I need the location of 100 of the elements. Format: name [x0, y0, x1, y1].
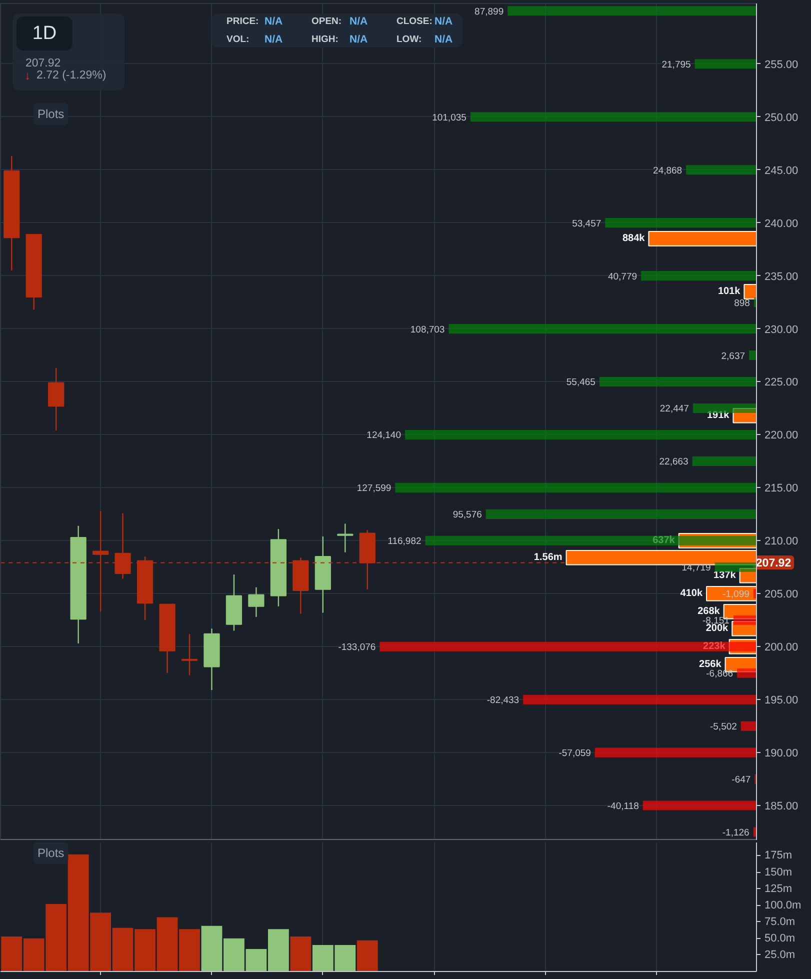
annotation: LOW:: [396, 34, 422, 45]
y-tick-label: 250.00: [764, 112, 798, 124]
y-tick-label: 235.00: [764, 270, 798, 283]
y-tick-label: 100.0m: [764, 899, 802, 912]
annotation: PRICE:: [226, 16, 259, 27]
bar: [749, 350, 756, 360]
data-label: 256k: [699, 659, 722, 670]
bar: [706, 586, 756, 602]
data-label: 21,795: [662, 59, 691, 70]
y-tick-label: 255.00: [764, 58, 798, 71]
data-label: 116,982: [388, 536, 422, 548]
annotation: Plots: [38, 846, 64, 860]
y-tick-label: 25.0m: [764, 948, 796, 961]
annotation: N/A: [434, 34, 453, 46]
annotation: N/A: [350, 34, 368, 46]
annotation: N/A: [434, 16, 453, 28]
bar: [599, 376, 756, 387]
candlestick: [248, 586, 264, 618]
annotation: OPEN:: [312, 16, 342, 27]
annotation: Plots: [38, 107, 64, 121]
bar: [605, 218, 756, 228]
data-label: 898: [734, 298, 750, 309]
ref-line-label: 207.92: [756, 558, 792, 570]
bar: [290, 936, 312, 972]
candlestick: [181, 633, 198, 676]
y-tick-label: 225.00: [764, 376, 798, 389]
data-label: 268k: [698, 606, 720, 618]
y-tick-label: 200.00: [764, 642, 798, 654]
data-label: -1,126: [722, 828, 750, 839]
bar: [486, 509, 756, 519]
bar: [448, 324, 756, 334]
annotation: CLOSE:: [396, 16, 432, 27]
y-tick-label: 125m: [764, 882, 792, 895]
annotation: 1D: [32, 23, 57, 44]
annotation: 2.72 (-1.29%): [36, 70, 106, 82]
y-tick-label: 175m: [764, 850, 792, 862]
data-label: -647: [732, 774, 751, 786]
data-label: 884k: [622, 233, 646, 244]
data-label: 191k: [706, 410, 730, 422]
data-label: 108,703: [410, 324, 445, 336]
annotation: 207.92: [26, 58, 61, 70]
data-label: -6,866: [706, 668, 734, 680]
annotation: HIGH:: [312, 34, 338, 45]
data-label: 137k: [714, 570, 736, 582]
bar: [508, 6, 756, 16]
data-label: 95,576: [452, 510, 482, 521]
data-label: 53,457: [572, 218, 602, 230]
y-tick-label: 75.0m: [764, 916, 796, 928]
data-label: 637k: [652, 535, 676, 546]
bar: [641, 271, 756, 281]
bar: [356, 940, 378, 972]
candlestick: [337, 523, 354, 553]
data-label: -133,076: [338, 642, 376, 654]
bar: [405, 430, 756, 440]
data-label: 124,140: [366, 430, 402, 442]
annotation: N/A: [264, 16, 283, 28]
y-tick-label: 240.00: [764, 218, 798, 230]
data-label: 2,637: [721, 350, 746, 362]
data-label: 87,899: [474, 6, 504, 18]
data-label: 200k: [706, 623, 729, 634]
bar: [694, 59, 756, 69]
data-label: 101,035: [432, 112, 466, 124]
y-tick-label: 190.00: [764, 748, 798, 760]
y-tick-label: 245.00: [764, 164, 798, 177]
y-tick-label: 230.00: [764, 324, 798, 336]
data-label: 223k: [703, 641, 726, 652]
data-label: 14,719: [682, 562, 711, 574]
y-tick-label: 185.00: [764, 800, 798, 813]
bar: [692, 456, 756, 466]
bar: [648, 231, 756, 246]
data-label: 40,779: [608, 271, 638, 282]
bar: [395, 482, 756, 492]
data-label: -1,099: [722, 589, 750, 600]
data-label: 127,599: [356, 483, 392, 494]
y-tick-label: 220.00: [764, 430, 798, 442]
data-label: -82,433: [486, 695, 520, 706]
data-label: 22,447: [660, 404, 689, 415]
data-label: 22,663: [659, 456, 688, 468]
annotation: N/A: [350, 16, 368, 28]
y-tick-label: 215.00: [764, 482, 798, 495]
y-tick-label: 150m: [764, 866, 792, 878]
y-tick-label: 195.00: [764, 694, 798, 707]
y-tick-label: 205.00: [764, 588, 798, 601]
annotation: ↓: [24, 68, 30, 82]
data-label: -40,118: [607, 801, 639, 812]
y-tick-label: 210.00: [764, 536, 798, 548]
data-label: 1.56m: [534, 552, 562, 564]
bar: [686, 165, 756, 175]
data-label: 410k: [680, 588, 703, 600]
candlestick: [48, 367, 64, 432]
bar: [744, 284, 756, 300]
annotation: N/A: [264, 34, 283, 46]
annotation: VOL:: [226, 34, 250, 45]
data-label: 101k: [718, 286, 741, 298]
data-label: -5,502: [710, 722, 737, 733]
data-label: 55,465: [566, 377, 596, 388]
y-tick-label: 50.0m: [764, 932, 796, 944]
bar: [470, 112, 756, 122]
data-label: 24,868: [653, 165, 682, 176]
data-label: -57,059: [558, 748, 591, 760]
